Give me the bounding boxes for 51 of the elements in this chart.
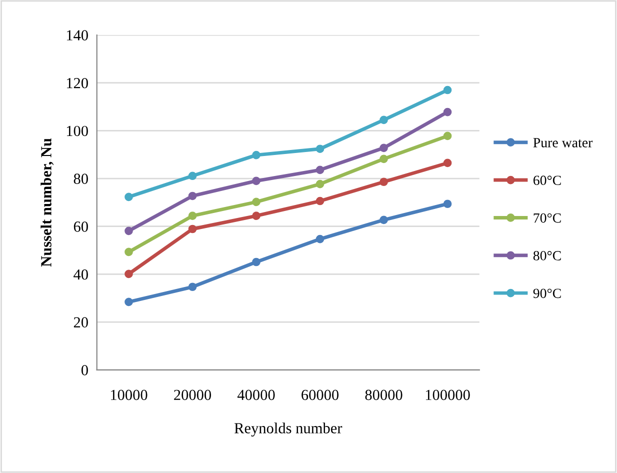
point	[188, 224, 197, 234]
point	[252, 198, 260, 206]
point	[380, 154, 388, 164]
point	[380, 116, 388, 124]
y-tick-label: 120	[66, 78, 88, 88]
x-tick-label: 60000	[302, 390, 339, 400]
legend-label: 80°C	[533, 251, 561, 260]
point	[252, 150, 260, 160]
point	[380, 216, 388, 224]
x-tick-label: 10000	[110, 390, 148, 400]
point	[443, 108, 452, 116]
point	[124, 226, 133, 236]
legend-label: 60°C	[533, 176, 561, 186]
y-tick-label: 20	[74, 317, 88, 328]
point	[316, 180, 324, 188]
point	[443, 132, 452, 140]
point	[316, 166, 324, 174]
y-tick-label: 80	[74, 174, 88, 184]
x-tick-label: 40000	[237, 390, 275, 400]
x-tick-label: 100000	[426, 390, 470, 400]
point	[443, 200, 452, 208]
point	[443, 86, 452, 94]
x-tick-label: 80000	[365, 390, 402, 400]
y-tick-label: 40	[74, 269, 88, 280]
point	[124, 192, 133, 202]
x-axis-title: Reynolds number	[234, 422, 342, 437]
point	[124, 248, 133, 256]
point	[380, 178, 388, 186]
point	[188, 212, 197, 220]
y-tick-label: 0	[81, 365, 88, 376]
legend-label: Pure water	[533, 138, 593, 148]
point	[316, 196, 324, 206]
point	[380, 144, 388, 152]
legend-label: 70°C	[534, 213, 561, 223]
legend-label: 90°C	[533, 288, 561, 298]
point	[316, 144, 324, 154]
point	[443, 158, 452, 168]
y-tick-label: 60	[74, 222, 88, 232]
y-tick-label: 140	[66, 30, 88, 40]
point	[124, 298, 133, 306]
point	[252, 212, 260, 220]
y-tick-label: 100	[66, 126, 88, 136]
x-tick-label: 20000	[174, 390, 212, 400]
point	[188, 172, 197, 180]
point	[252, 258, 260, 266]
point	[124, 270, 133, 278]
point	[252, 176, 260, 186]
point	[316, 234, 324, 244]
y-axis-title: Nusselt number, Nu	[40, 138, 54, 267]
point	[188, 192, 197, 200]
point	[188, 282, 197, 292]
